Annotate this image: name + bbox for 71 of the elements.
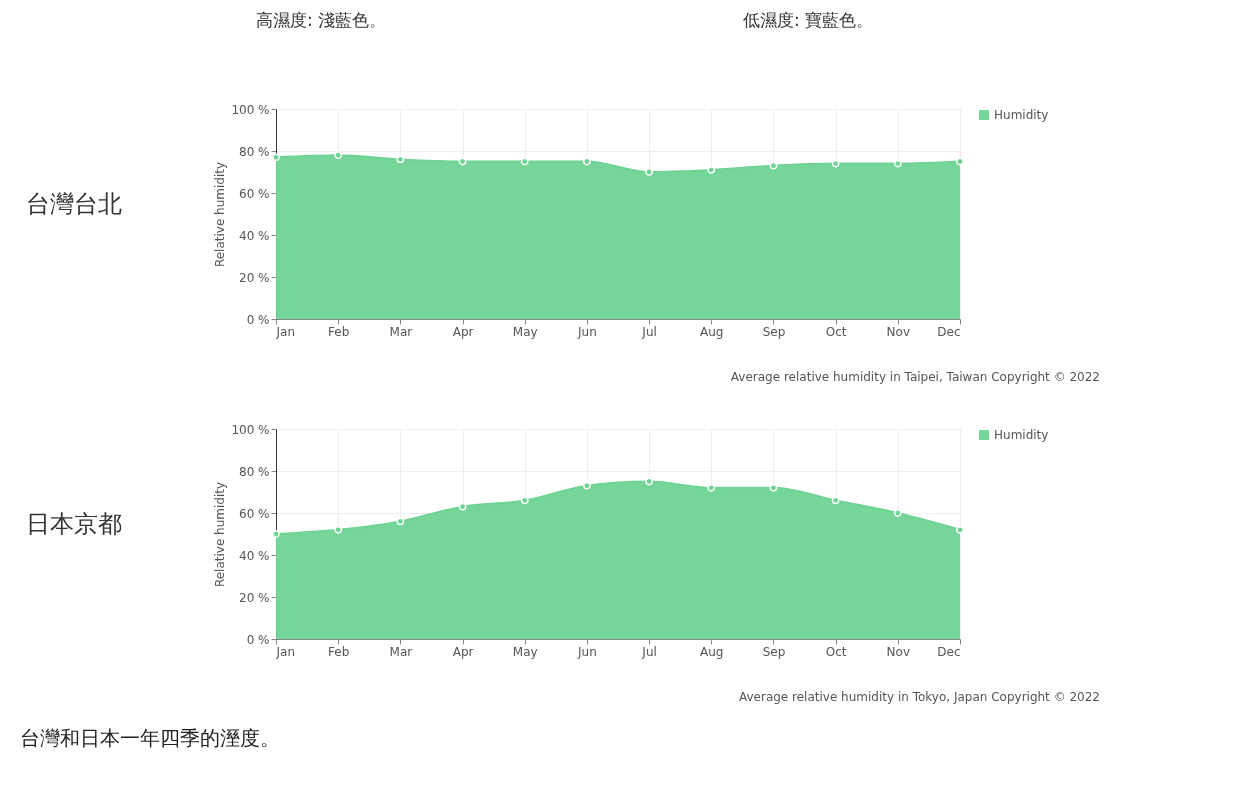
point: [645, 168, 653, 176]
y-tick-label: 0 %: [246, 312, 270, 327]
point: [396, 517, 405, 526]
point: [520, 496, 529, 505]
y-axis-title: Relative humidity: [213, 481, 228, 588]
y-tick-label: 20 %: [239, 590, 270, 605]
point: [769, 161, 778, 170]
x-tick-label: Nov: [886, 644, 911, 659]
x-tick-label: Jan: [275, 644, 295, 659]
point: [707, 165, 716, 174]
point: [956, 157, 964, 166]
point: [583, 481, 591, 490]
text: 台灣台北: [26, 190, 122, 218]
x-tick-label: May: [512, 324, 538, 339]
point: [520, 157, 529, 166]
point: [334, 151, 343, 160]
x-tick-label: Apr: [452, 644, 474, 659]
point: [831, 159, 840, 168]
x-tick-label: Mar: [389, 324, 413, 339]
y-tick-label: 40 %: [239, 228, 270, 243]
point: [831, 496, 840, 505]
y-tick-label: 100 %: [231, 102, 270, 117]
x-tick-label: Oct: [825, 644, 847, 659]
x-tick-label: Aug: [700, 324, 724, 339]
x-tick-label: Sep: [762, 324, 786, 339]
text: 低濕度: 寶藍色。: [743, 10, 874, 30]
legend-label: Humidity: [994, 108, 1049, 122]
x-tick-label: Aug: [700, 644, 724, 659]
x-tick-label: Feb: [328, 644, 350, 659]
y-tick-label: 60 %: [239, 506, 270, 521]
legend-label: Humidity: [994, 428, 1049, 442]
y-tick-label: 80 %: [239, 144, 270, 159]
x-tick-label: Sep: [762, 644, 786, 659]
point: [272, 153, 280, 162]
x-tick-label: Jun: [577, 324, 597, 339]
x-tick-label: Nov: [886, 324, 911, 339]
x-tick-label: Apr: [452, 324, 474, 339]
point: [458, 157, 467, 166]
x-tick-label: Jan: [275, 324, 295, 339]
y-tick-label: 20 %: [239, 270, 270, 285]
x-tick-label: Dec: [937, 644, 961, 659]
x-tick-label: May: [512, 644, 538, 659]
x-tick-label: Jun: [577, 644, 597, 659]
point: [645, 477, 653, 486]
y-tick-label: 40 %: [239, 548, 270, 563]
x-tick-label: Dec: [937, 324, 961, 339]
point: [583, 157, 591, 166]
point: [769, 483, 778, 492]
x-tick-label: Jul: [641, 324, 657, 339]
x-tick-label: Oct: [825, 324, 847, 339]
point: [458, 502, 467, 511]
point: [272, 530, 280, 538]
point: [893, 159, 902, 168]
x-tick-label: Jul: [641, 644, 657, 659]
point: [956, 525, 964, 534]
point: [334, 525, 343, 534]
point: [893, 509, 902, 517]
y-tick-label: 80 %: [239, 464, 270, 479]
x-tick-label: Mar: [389, 644, 413, 659]
y-tick-label: 60 %: [239, 186, 270, 201]
text: 台灣和日本一年四季的溼度。: [20, 726, 280, 750]
x-tick-label: Feb: [328, 324, 350, 339]
text: Average relative humidity in Tokyo, Japan Copyright © 2022: [738, 690, 1100, 704]
point: [707, 483, 716, 492]
text: 日本京都: [26, 510, 122, 538]
y-tick-label: 100 %: [231, 422, 270, 437]
y-tick-label: 0 %: [246, 632, 270, 647]
text: 高濕度: 淺藍色。: [256, 10, 387, 30]
y-axis-title: Relative humidity: [213, 161, 228, 268]
text: Average relative humidity in Taipei, Taiwan Copyright © 2022: [730, 370, 1100, 384]
point: [396, 155, 405, 164]
